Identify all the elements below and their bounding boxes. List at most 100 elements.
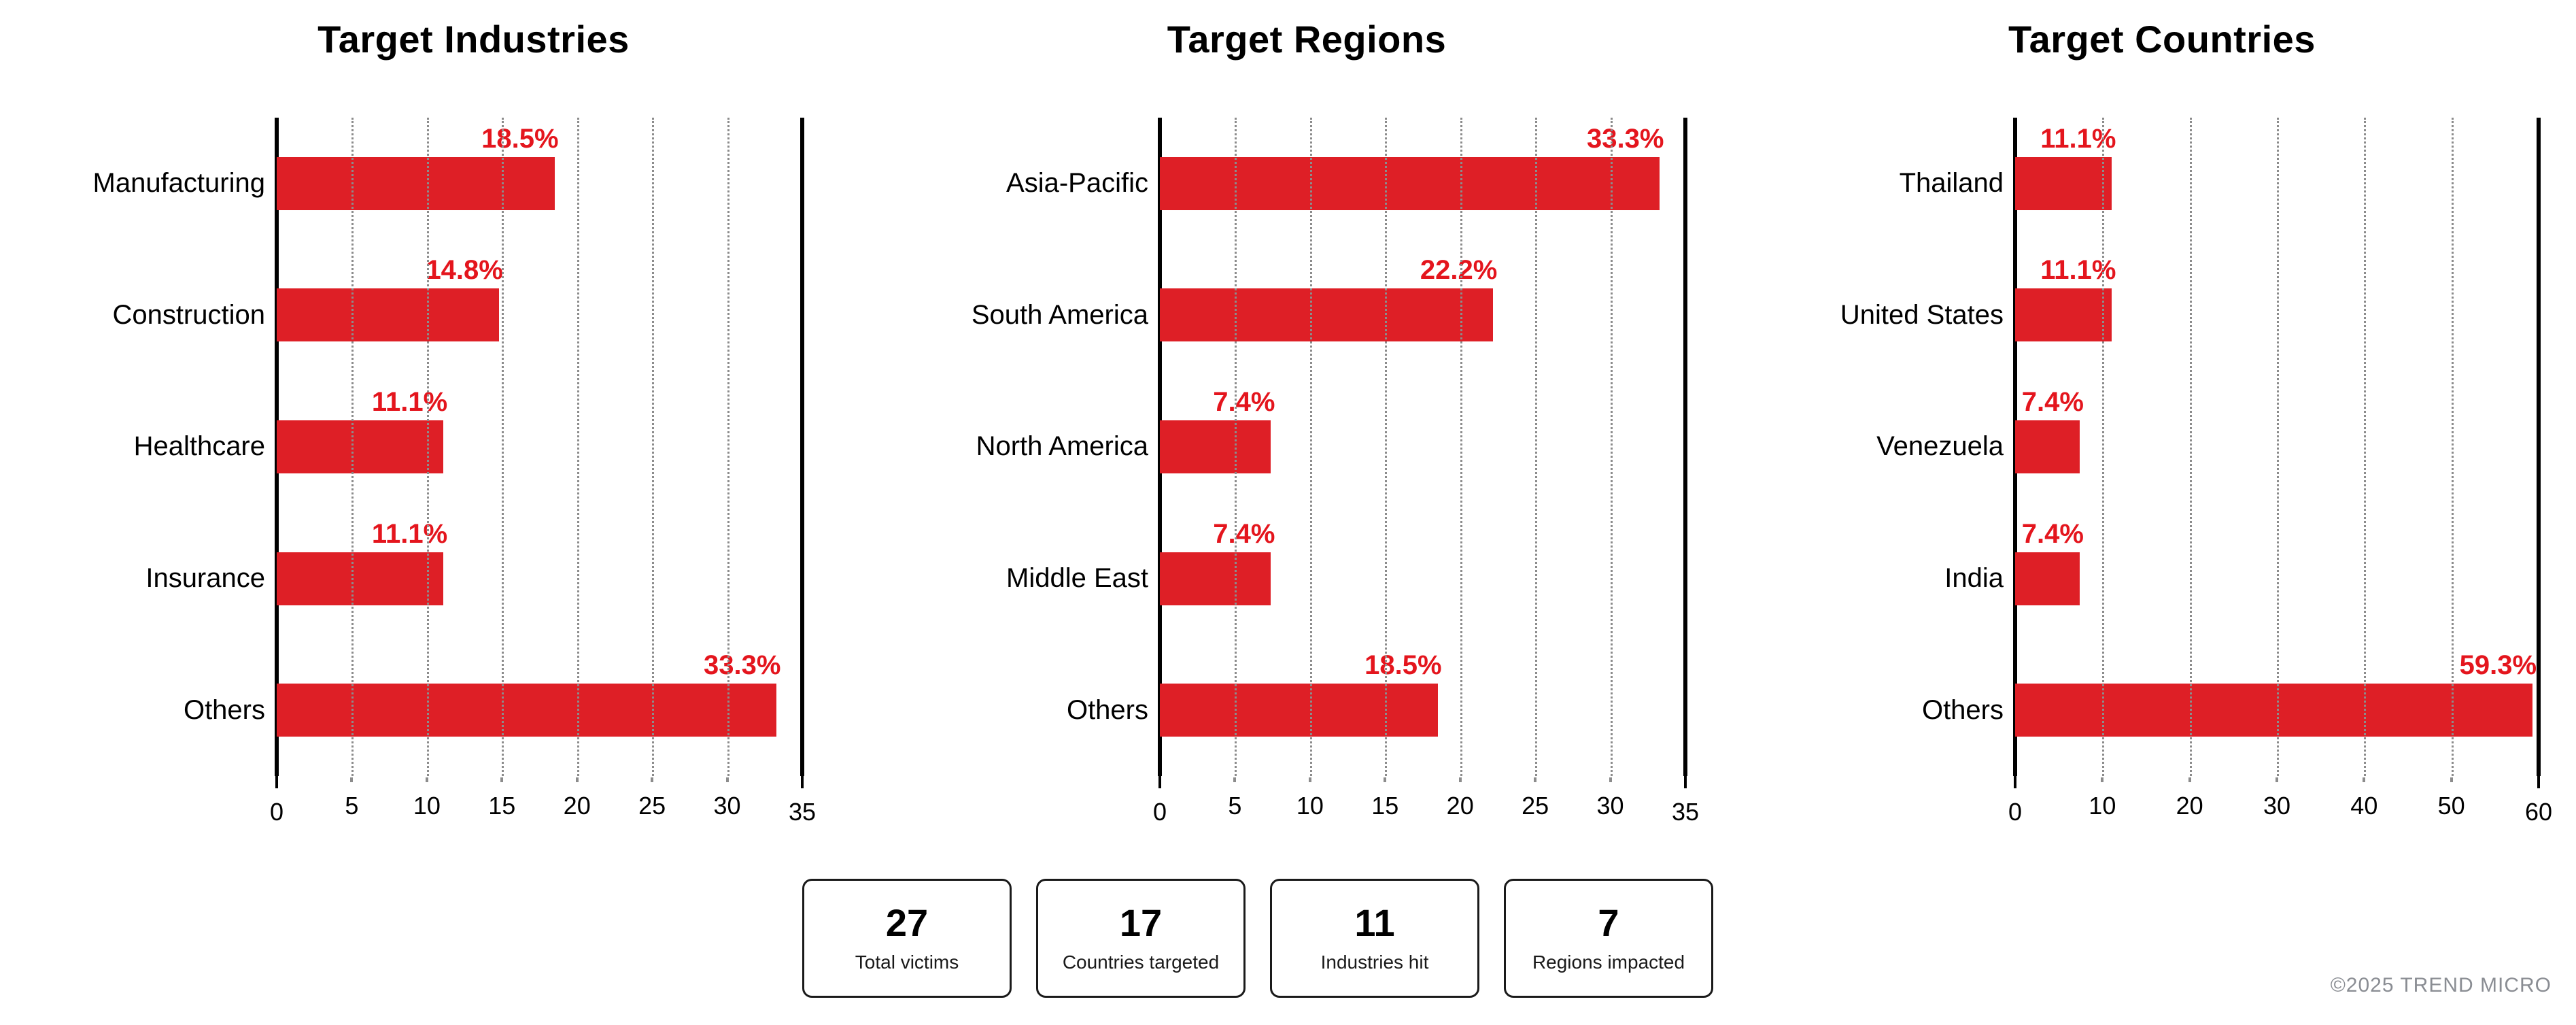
x-axis-ticks-industries: 0 5 10 15 20 25 30 35 (270, 776, 816, 826)
stat-card: 27 Total victims (802, 879, 1012, 998)
chart-panel-target-countries: Target Countries Thailand United States Ve… (1717, 0, 2576, 854)
bar: 11.1% (2015, 124, 2116, 210)
y-axis-category-label: Middle East (1006, 563, 1148, 594)
x-axis-tick-label: 35 (788, 798, 817, 826)
summary-stat-cards: 27 Total victims 17 Countries targeted 11 Ind… (802, 879, 1774, 998)
copyright-credit: ©2025 TREND MICRO (2330, 974, 2552, 996)
x-axis-tick: 5 (311, 776, 392, 820)
x-axis-tick: 35 (1645, 776, 1726, 826)
stat-value: 27 (885, 901, 929, 944)
y-axis-category-label: Insurance (145, 563, 265, 594)
gridline (2277, 118, 2279, 776)
bar-row: 33.3% (277, 644, 802, 776)
bar-row: 59.3% (2015, 644, 2539, 776)
x-axis-tick-label: 60 (2524, 798, 2553, 826)
stat-value: 17 (1119, 901, 1163, 944)
y-axis-category-label: Venezuela (1876, 431, 2004, 462)
bar-row: 11.1% (2015, 118, 2539, 250)
plot-area-regions: 33.3% 22.2% 7.4% 7.4% 18.5% (1158, 118, 1687, 776)
bar-value-label: 18.5% (1364, 650, 1442, 681)
x-axis-tick: 0 (1119, 776, 1201, 826)
x-axis-tick: 5 (1194, 776, 1275, 820)
stat-label: Total victims (855, 951, 959, 973)
y-axis-category-label: United States (1840, 299, 2004, 330)
chart-panel-target-industries: Target Industries Manufacturing Construct… (0, 0, 859, 854)
x-axis-tick: 25 (1494, 776, 1576, 820)
right-spine-industries (800, 118, 804, 776)
bar-rows-industries: 18.5% 14.8% 11.1% 11.1% 33.3% (277, 118, 802, 776)
bar-row: 11.1% (277, 513, 802, 645)
gridline (1385, 118, 1388, 776)
bar: 33.3% (277, 650, 780, 737)
x-axis-tick-label: 15 (488, 792, 516, 820)
bar: 7.4% (2015, 519, 2084, 605)
tick-mark-minor (1534, 777, 1537, 782)
bar-value-label: 14.8% (426, 255, 503, 286)
x-axis-tick: 10 (1269, 776, 1351, 820)
bar-row: 7.4% (1160, 513, 1685, 645)
y-axis-category-label: Construction (112, 299, 265, 330)
x-axis-tick-label: 20 (1446, 792, 1474, 820)
y-axis-category-label: Asia-Pacific (1006, 168, 1148, 199)
x-axis-tick-label: 0 (269, 798, 284, 826)
x-axis-tick-label: 10 (413, 792, 441, 820)
tick-mark-major (2014, 776, 2016, 788)
tick-mark-major (275, 776, 278, 788)
x-axis-tick-label: 20 (563, 792, 591, 820)
x-axis-tick: 10 (386, 776, 468, 820)
bar: 59.3% (2015, 650, 2537, 737)
bar-value-label: 33.3% (1587, 123, 1664, 154)
bar-value-label: 11.1% (2040, 255, 2116, 286)
x-axis-tick: 30 (687, 776, 768, 820)
x-axis-tick-label: 10 (1296, 792, 1324, 820)
bar-row: 18.5% (1160, 644, 1685, 776)
plot-area-industries: 18.5% 14.8% 11.1% 11.1% 33.3% (275, 118, 804, 776)
stat-card: 7 Regions impacted (1504, 879, 1713, 998)
x-axis-tick: 0 (236, 776, 317, 826)
x-axis-tick: 20 (2149, 776, 2231, 820)
gridline (727, 118, 729, 776)
tick-mark-minor (575, 777, 579, 782)
tick-mark-minor (1384, 777, 1387, 782)
bar-row: 33.3% (1160, 118, 1685, 250)
gridline (2102, 118, 2105, 776)
tick-mark-minor (2101, 777, 2104, 782)
x-axis-tick: 60 (2498, 776, 2576, 826)
bar-row: 7.4% (2015, 381, 2539, 513)
x-axis-tick-label: 30 (2263, 792, 2291, 820)
x-axis-tick-label: 25 (638, 792, 666, 820)
tick-mark-major (1158, 776, 1161, 788)
bar: 33.3% (1160, 124, 1664, 210)
x-axis-tick-label: 30 (713, 792, 741, 820)
y-axis-labels-industries: Manufacturing Construction Healthcare Insur… (0, 118, 265, 776)
y-axis-category-label: Thailand (1899, 168, 2004, 199)
bar-rows-regions: 33.3% 22.2% 7.4% 7.4% 18.5% (1160, 118, 1685, 776)
tick-mark-minor (725, 777, 729, 782)
x-axis-tick-label: 0 (1152, 798, 1167, 826)
x-axis-tick-label: 10 (2089, 792, 2116, 820)
gridline (351, 118, 354, 776)
gridline (1235, 118, 1237, 776)
stat-value: 7 (1598, 901, 1619, 944)
bar: 7.4% (1160, 519, 1275, 605)
x-axis-tick-label: 20 (2176, 792, 2203, 820)
gridline (2451, 118, 2454, 776)
tick-mark-minor (2450, 777, 2453, 782)
stat-card: 17 Countries targeted (1036, 879, 1246, 998)
right-spine-countries (2537, 118, 2541, 776)
bar-rows-countries: 11.1% 11.1% 7.4% 7.4% 59.3% (2015, 118, 2539, 776)
tick-mark-minor (2276, 777, 2278, 782)
gridline (1309, 118, 1312, 776)
y-axis-category-label: Others (1921, 694, 2004, 725)
x-axis-tick-label: 5 (1228, 792, 1242, 820)
x-axis-tick-label: 30 (1596, 792, 1624, 820)
bar-row: 7.4% (2015, 513, 2539, 645)
bar: 11.1% (277, 519, 447, 605)
bar: 14.8% (277, 255, 503, 342)
bar-value-label: 7.4% (2021, 386, 2084, 417)
stat-label: Industries hit (1320, 951, 1429, 973)
bar-value-label: 11.1% (371, 518, 448, 549)
x-axis-tick-label: 15 (1371, 792, 1399, 820)
chart-panel-target-regions: Target Regions Asia-Pacific South America… (859, 0, 1717, 854)
